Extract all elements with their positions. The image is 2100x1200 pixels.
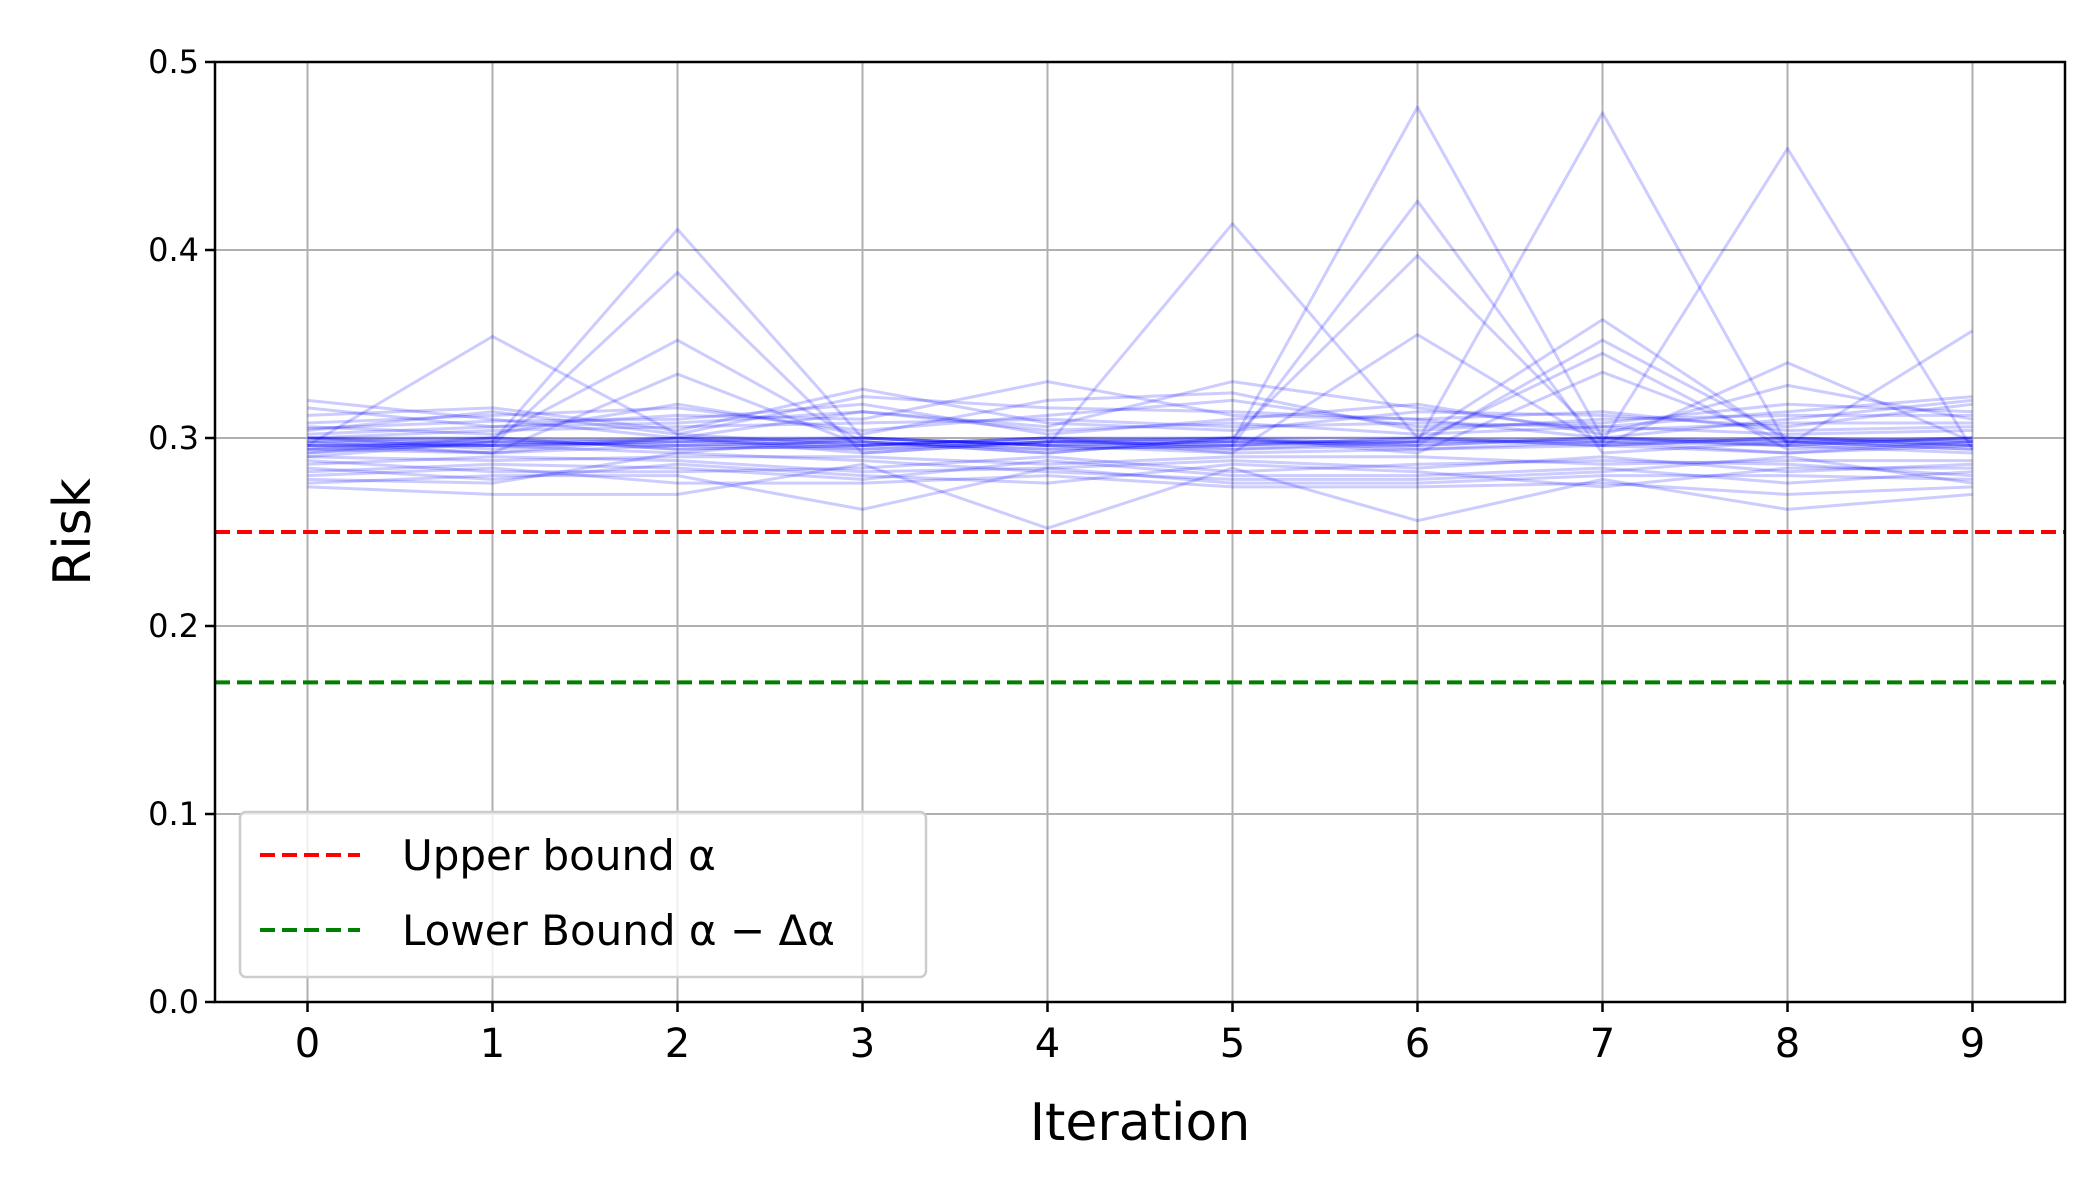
series-line-31 — [307, 462, 1973, 530]
legend-lower-label: Lower Bound α − Δα — [402, 906, 835, 955]
series-line-27 — [307, 417, 1973, 440]
y-tick-label: 0.5 — [148, 43, 199, 81]
legend-box — [238, 810, 928, 979]
legend: Upper bound α Lower Bound α − Δα — [238, 810, 928, 979]
reference-lines — [215, 530, 2065, 685]
series-line-25 — [307, 391, 1973, 436]
x-tick-label: 5 — [1220, 1021, 1245, 1067]
x-tick-label: 0 — [295, 1021, 320, 1067]
series-line-16 — [307, 147, 1974, 455]
series-line-3 — [307, 271, 1973, 455]
series-line-2 — [307, 227, 1973, 459]
x-tick-label: 4 — [1035, 1021, 1060, 1067]
series-line-7 — [307, 105, 1973, 455]
x-tick-label: 6 — [1405, 1021, 1430, 1067]
series-line-4 — [307, 338, 1973, 455]
plot-frame — [213, 60, 2067, 1004]
series-line-30 — [307, 466, 1973, 511]
series-line-24 — [307, 395, 1973, 436]
y-axis-label: Risk — [43, 478, 103, 586]
series-line-11 — [307, 111, 1973, 455]
y-tick-label: 0.0 — [148, 983, 199, 1021]
series-line-1 — [306, 335, 1973, 447]
series-line-6 — [307, 222, 1973, 447]
x-tick-label: 1 — [480, 1021, 505, 1067]
series-line-14 — [307, 351, 1973, 455]
series-line-28 — [307, 455, 1973, 474]
series-line-23 — [307, 383, 1973, 436]
y-tick-label: 0.2 — [148, 607, 199, 645]
x-tick-label: 8 — [1775, 1021, 1800, 1067]
series-line-26 — [307, 380, 1973, 436]
series-line-19 — [307, 395, 1973, 440]
series-line-18 — [307, 329, 1974, 447]
series-line-15 — [307, 370, 1973, 455]
x-tick-label: 3 — [850, 1021, 875, 1067]
series-line-34 — [307, 455, 1973, 478]
x-tick-label: 9 — [1960, 1021, 1985, 1067]
series-line-20 — [307, 380, 1973, 440]
series-line-29 — [307, 459, 1973, 485]
series-line-12 — [307, 318, 1973, 455]
series-line-10 — [307, 333, 1973, 455]
series-lines — [306, 105, 1974, 530]
series-line-9 — [307, 254, 1973, 455]
series-line-5 — [307, 372, 1973, 455]
series-line-35 — [307, 455, 1973, 466]
series-line-33 — [307, 462, 1973, 489]
series-line-17 — [307, 361, 1974, 455]
x-tick-label: 2 — [665, 1021, 690, 1067]
series-line-8 — [307, 199, 1973, 455]
y-tick-label: 0.3 — [148, 419, 199, 457]
series-line-13 — [307, 338, 1973, 455]
series-line-21 — [307, 387, 1973, 432]
x-axis-label: Iteration — [1030, 1093, 1251, 1153]
y-tick-label: 0.1 — [148, 795, 199, 833]
series-line-36 — [307, 451, 1973, 485]
series-line-22 — [307, 398, 1973, 432]
y-tick-label: 0.4 — [148, 231, 199, 269]
y-axis: 0.0 0.1 0.2 0.3 0.4 0.5 — [148, 43, 215, 1021]
x-tick-label: 7 — [1590, 1021, 1615, 1067]
series-line-32 — [307, 466, 1973, 496]
x-axis: 0 1 2 3 4 5 6 7 8 9 — [295, 1002, 1985, 1067]
legend-upper-label: Upper bound α — [402, 831, 716, 880]
